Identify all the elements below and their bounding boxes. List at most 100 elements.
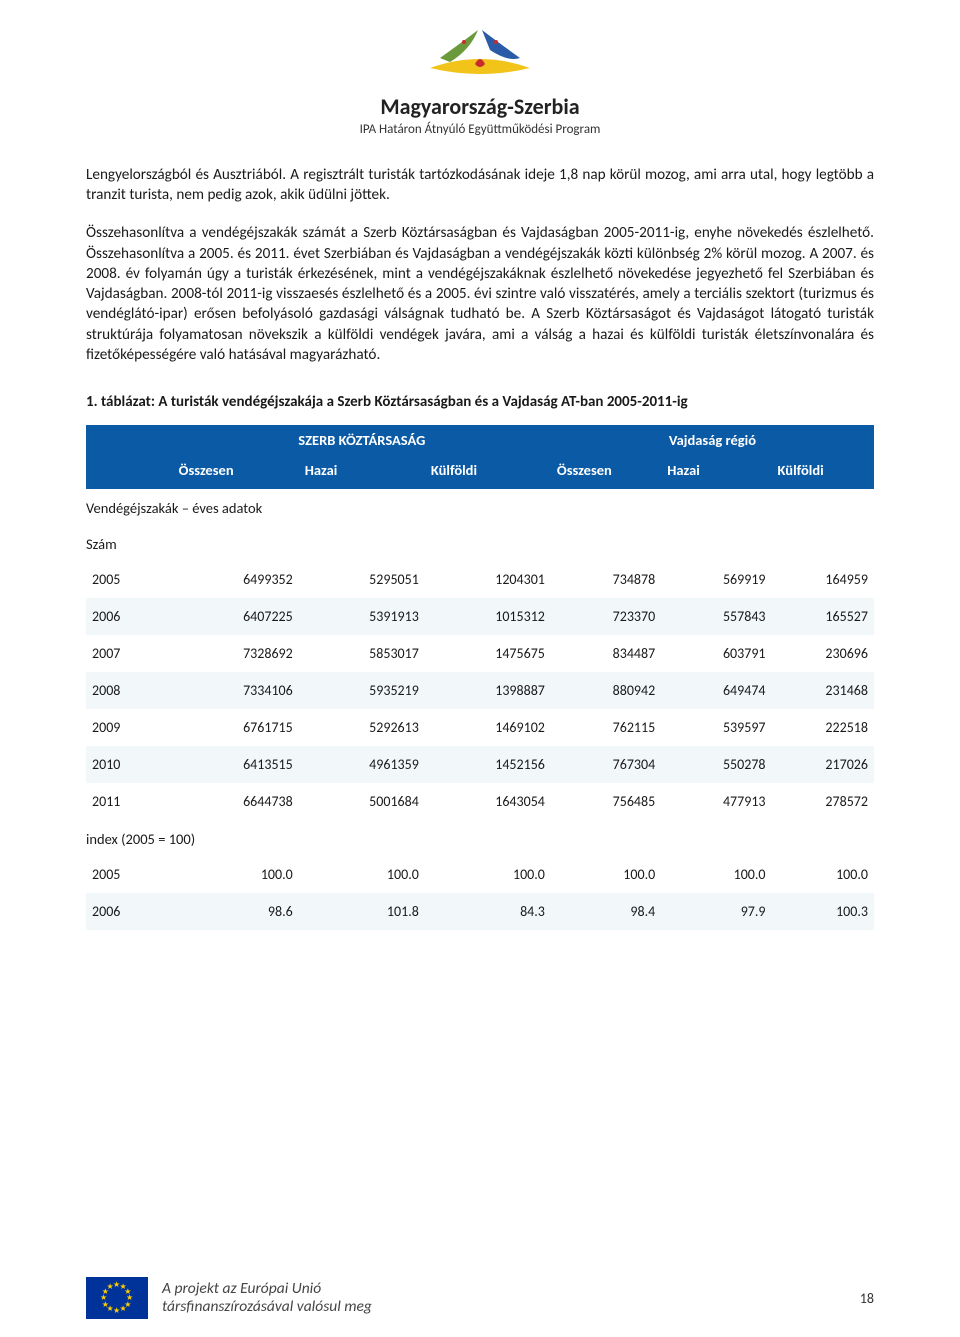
- cell-value: 100.3: [772, 893, 874, 930]
- col-hazai-2: Hazai: [661, 455, 771, 489]
- cell-year: 2006: [86, 893, 173, 930]
- table-row: 2008733410659352191398887880942649474231…: [86, 672, 874, 709]
- cell-value: 84.3: [425, 893, 551, 930]
- cell-value: 5391913: [299, 598, 425, 635]
- cell-value: 834487: [551, 635, 661, 672]
- cell-value: 477913: [661, 783, 771, 820]
- cell-value: 6499352: [173, 561, 299, 598]
- cell-value: 734878: [551, 561, 661, 598]
- cell-year: 2009: [86, 709, 173, 746]
- cell-value: 98.4: [551, 893, 661, 930]
- col-blank: [86, 455, 173, 489]
- section-row-2: Szám: [86, 525, 874, 561]
- footer-line-1: A projekt az Európai Unió: [162, 1280, 372, 1298]
- table-header-row-1: SZERB KÖZTÁRSASÁG Vajdaság régió: [86, 425, 874, 455]
- cell-value: 6413515: [173, 746, 299, 783]
- cell-value: 222518: [772, 709, 874, 746]
- eu-star-icon: ★: [113, 1307, 120, 1315]
- cell-value: 767304: [551, 746, 661, 783]
- table-row: 2006640722553919131015312723370557843165…: [86, 598, 874, 635]
- page-footer: ★★★★★★★★★★★★ A projekt az Európai Unió t…: [86, 1277, 874, 1319]
- cell-value: 649474: [661, 672, 771, 709]
- cell-value: 98.6: [173, 893, 299, 930]
- program-title: Magyarország-Szerbia: [86, 93, 874, 120]
- cell-year: 2005: [86, 856, 173, 893]
- cell-value: 100.0: [551, 856, 661, 893]
- cell-value: 723370: [551, 598, 661, 635]
- eu-star-icon: ★: [120, 1305, 127, 1313]
- cell-value: 557843: [661, 598, 771, 635]
- cell-value: 6761715: [173, 709, 299, 746]
- cell-value: 7328692: [173, 635, 299, 672]
- cell-value: 6644738: [173, 783, 299, 820]
- cell-value: 6407225: [173, 598, 299, 635]
- col-kulfoldi-2: Külföldi: [772, 455, 874, 489]
- cell-value: 603791: [661, 635, 771, 672]
- cell-value: 278572: [772, 783, 874, 820]
- cell-value: 5001684: [299, 783, 425, 820]
- cell-value: 1015312: [425, 598, 551, 635]
- col-kulfoldi-1: Külföldi: [425, 455, 551, 489]
- cell-value: 100.0: [772, 856, 874, 893]
- col-osszesen-2: Összesen: [551, 455, 661, 489]
- cell-value: 539597: [661, 709, 771, 746]
- table-row: 2009676171552926131469102762115539597222…: [86, 709, 874, 746]
- cell-value: 5935219: [299, 672, 425, 709]
- footer-line-2: társfinanszírozásával valósul meg: [162, 1298, 372, 1316]
- cell-value: 7334106: [173, 672, 299, 709]
- cell-year: 2008: [86, 672, 173, 709]
- table-header-row-2: Összesen Hazai Külföldi Összesen Hazai K…: [86, 455, 874, 489]
- cell-value: 97.9: [661, 893, 771, 930]
- header-group-2: Vajdaság régió: [551, 425, 874, 455]
- table-row: 200698.6101.884.398.497.9100.3: [86, 893, 874, 930]
- cell-year: 2007: [86, 635, 173, 672]
- col-hazai-1: Hazai: [299, 455, 425, 489]
- paragraph-2: Összehasonlítva a vendégéjszakák számát …: [86, 223, 874, 365]
- cell-value: 100.0: [661, 856, 771, 893]
- cell-year: 2011: [86, 783, 173, 820]
- header-group-1: SZERB KÖZTÁRSASÁG: [173, 425, 551, 455]
- cell-value: 880942: [551, 672, 661, 709]
- cell-value: 230696: [772, 635, 874, 672]
- cell-value: 756485: [551, 783, 661, 820]
- cell-value: 762115: [551, 709, 661, 746]
- cell-value: 569919: [661, 561, 771, 598]
- table-caption: 1. táblázat: A turisták vendégéjszakája …: [86, 393, 874, 411]
- cell-year: 2005: [86, 561, 173, 598]
- cell-value: 5292613: [299, 709, 425, 746]
- section-label-3: index (2005 = 100): [86, 820, 874, 856]
- cell-value: 4961359: [299, 746, 425, 783]
- section-label-2: Szám: [86, 525, 874, 561]
- paragraph-1: Lengyelországból és Ausztriából. A regis…: [86, 165, 874, 205]
- eu-flag-icon: ★★★★★★★★★★★★: [86, 1277, 148, 1319]
- cell-year: 2010: [86, 746, 173, 783]
- footer-text: A projekt az Európai Unió társfinanszíro…: [162, 1280, 372, 1316]
- cell-value: 231468: [772, 672, 874, 709]
- cell-value: 100.0: [299, 856, 425, 893]
- cell-value: 5295051: [299, 561, 425, 598]
- cell-value: 1452156: [425, 746, 551, 783]
- header-blank: [86, 425, 173, 455]
- cell-value: 1398887: [425, 672, 551, 709]
- cell-value: 1643054: [425, 783, 551, 820]
- program-header: Magyarország-Szerbia IPA Határon Átnyúló…: [86, 20, 874, 137]
- cell-value: 5853017: [299, 635, 425, 672]
- cell-value: 165527: [772, 598, 874, 635]
- eu-star-icon: ★: [107, 1283, 114, 1291]
- cell-value: 1475675: [425, 635, 551, 672]
- cell-value: 100.0: [425, 856, 551, 893]
- section-row-3: index (2005 = 100): [86, 820, 874, 856]
- table-row: 2010641351549613591452156767304550278217…: [86, 746, 874, 783]
- cell-value: 101.8: [299, 893, 425, 930]
- cell-value: 1204301: [425, 561, 551, 598]
- col-osszesen-1: Összesen: [173, 455, 299, 489]
- table-row: 2005100.0100.0100.0100.0100.0100.0: [86, 856, 874, 893]
- cell-year: 2006: [86, 598, 173, 635]
- program-subtitle: IPA Határon Átnyúló Együttműködési Progr…: [86, 122, 874, 137]
- cell-value: 164959: [772, 561, 874, 598]
- overnight-stays-table: SZERB KÖZTÁRSASÁG Vajdaság régió Összese…: [86, 425, 874, 930]
- cell-value: 217026: [772, 746, 874, 783]
- cell-value: 550278: [661, 746, 771, 783]
- cell-value: 100.0: [173, 856, 299, 893]
- section-row-1: Vendégéjszakák – éves adatok: [86, 489, 874, 525]
